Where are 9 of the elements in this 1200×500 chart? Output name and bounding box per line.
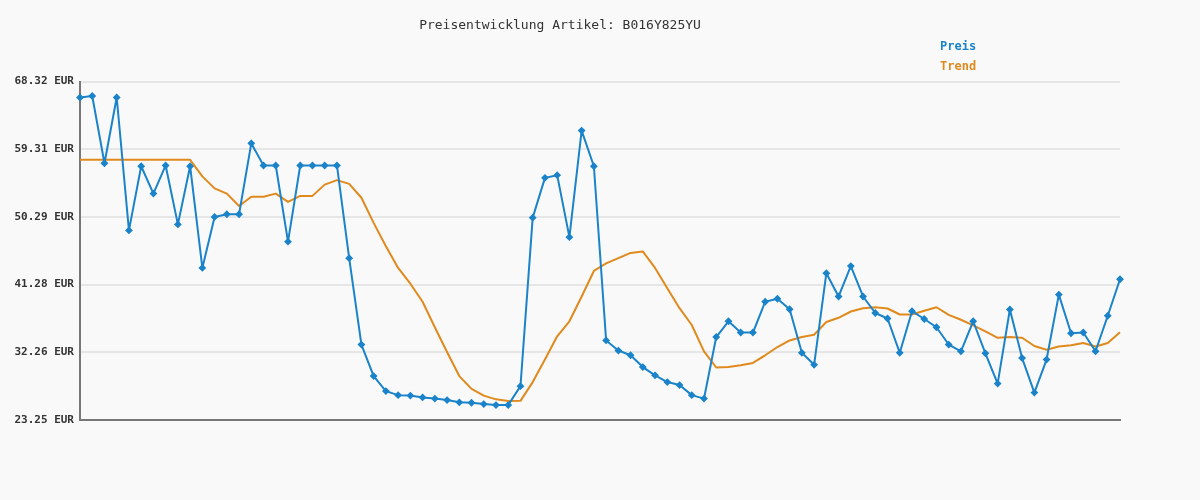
y-tick-label: 59.31 EUR: [14, 142, 75, 156]
y-tick-label: 41.28 EUR: [14, 277, 75, 291]
chart-title: Preisentwicklung Artikel: B016Y825YU: [419, 17, 701, 33]
y-tick-label: 32.26 EUR: [14, 345, 75, 359]
y-tick-label: 68.32 EUR: [14, 74, 75, 88]
text: Preis: [940, 39, 977, 54]
y-tick-label: 23.25 EUR: [14, 412, 75, 426]
y-tick-label: 50.29 EUR: [14, 209, 75, 223]
text: Trend: [940, 59, 977, 74]
